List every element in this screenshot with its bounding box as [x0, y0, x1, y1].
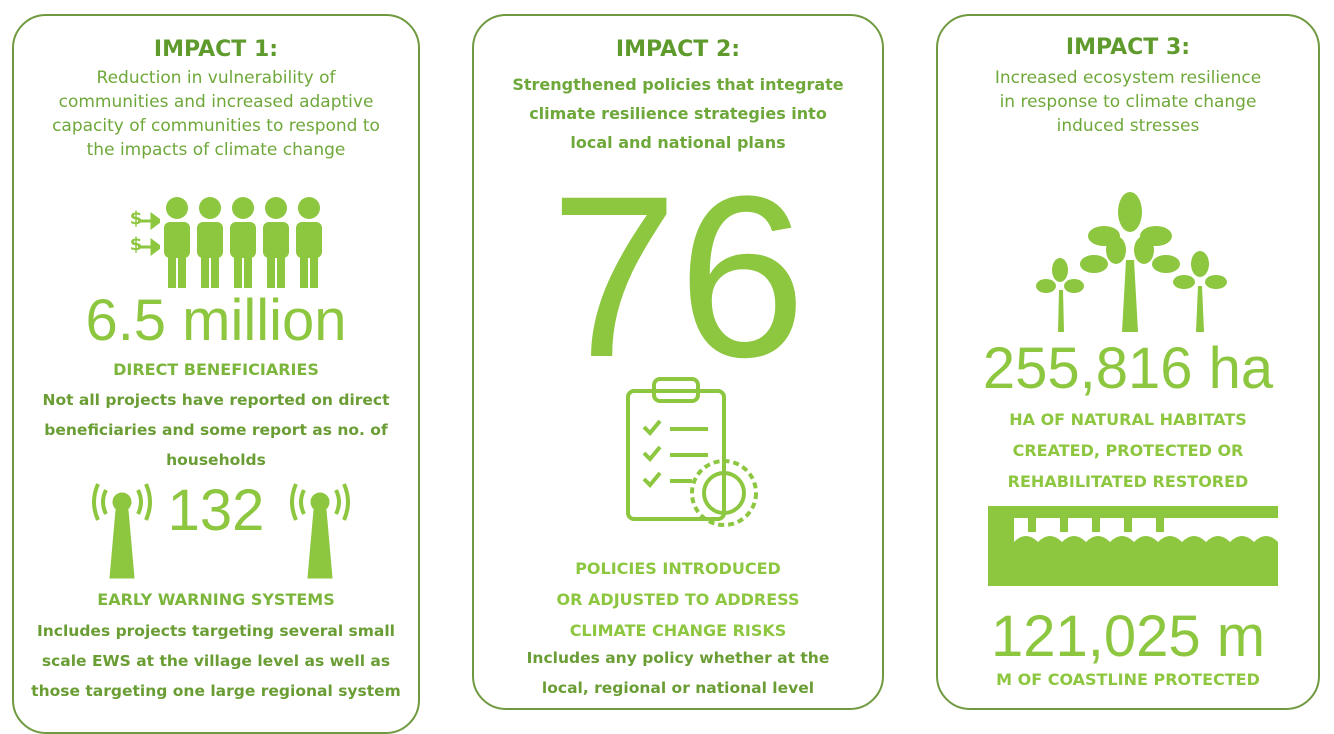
stat-note: Includes projects targeting several smal…: [37, 622, 395, 640]
stat-value: 132: [167, 478, 265, 543]
stat-label: HA OF NATURAL HABITATS: [1009, 410, 1247, 429]
card-description: climate resilience strategies into: [529, 104, 827, 123]
arrow-icon: [138, 212, 160, 256]
page: (() => { const data = JSON.parse(documen…: [12, 14, 1320, 734]
stat-note: households: [166, 451, 266, 469]
people-icon: [164, 197, 322, 288]
stat-label: EARLY WARNING SYSTEMS: [97, 590, 335, 609]
card-description: the impacts of climate change: [86, 140, 346, 160]
stat-value: 76: [550, 148, 806, 405]
card-description: communities and increased adaptive: [58, 92, 374, 112]
coastline-icon: [988, 506, 1278, 586]
stat-label: OR ADJUSTED TO ADDRESS: [556, 590, 800, 609]
clipboard-icon: [626, 377, 758, 527]
card-description: Strengthened policies that integrate: [512, 75, 844, 94]
stat-label: REHABILITATED RESTORED: [1007, 472, 1249, 491]
card-title: IMPACT 2:: [615, 37, 741, 62]
stat-note: those targeting one large regional syste…: [31, 682, 401, 700]
stat-note: Not all projects have reported on direct: [42, 391, 390, 409]
stat-note: Includes any policy whether at the: [526, 649, 830, 667]
trees-icon: [1036, 192, 1227, 332]
card-title: IMPACT 1:: [153, 37, 279, 62]
stat-label: CLIMATE CHANGE RISKS: [569, 621, 787, 640]
stat-value: 121,025 m: [990, 604, 1266, 669]
stat-note: beneficiaries and some report as no. of: [44, 421, 388, 439]
card-description: induced stresses: [1056, 116, 1200, 136]
impact-card: [936, 14, 1320, 710]
tower-icon: [290, 483, 350, 579]
stat-note: local, regional or national level: [541, 679, 815, 697]
currency-symbol: $: [129, 208, 143, 229]
stat-label: M OF COASTLINE PROTECTED: [996, 670, 1260, 689]
stat-label: CREATED, PROTECTED OR: [1012, 441, 1244, 460]
stat-note: scale EWS at the village level as well a…: [41, 652, 391, 670]
card-title: IMPACT 3:: [1065, 35, 1191, 60]
currency-symbol: $: [129, 234, 143, 255]
card-description: local and national plans: [570, 133, 786, 152]
stat-value: 6.5 million: [85, 288, 347, 353]
stat-label: DIRECT BENEFICIARIES: [113, 360, 319, 379]
card-description: Reduction in vulnerability of: [96, 68, 336, 88]
stat-label: POLICIES INTRODUCED: [575, 559, 781, 578]
card-description: capacity of communities to respond to: [52, 116, 380, 136]
card-description: in response to climate change: [999, 92, 1257, 112]
tower-icon: [92, 483, 152, 579]
stat-value: 255,816 ha: [982, 336, 1274, 401]
card-description: Increased ecosystem resilience: [994, 68, 1262, 88]
impact-card: [472, 14, 884, 710]
